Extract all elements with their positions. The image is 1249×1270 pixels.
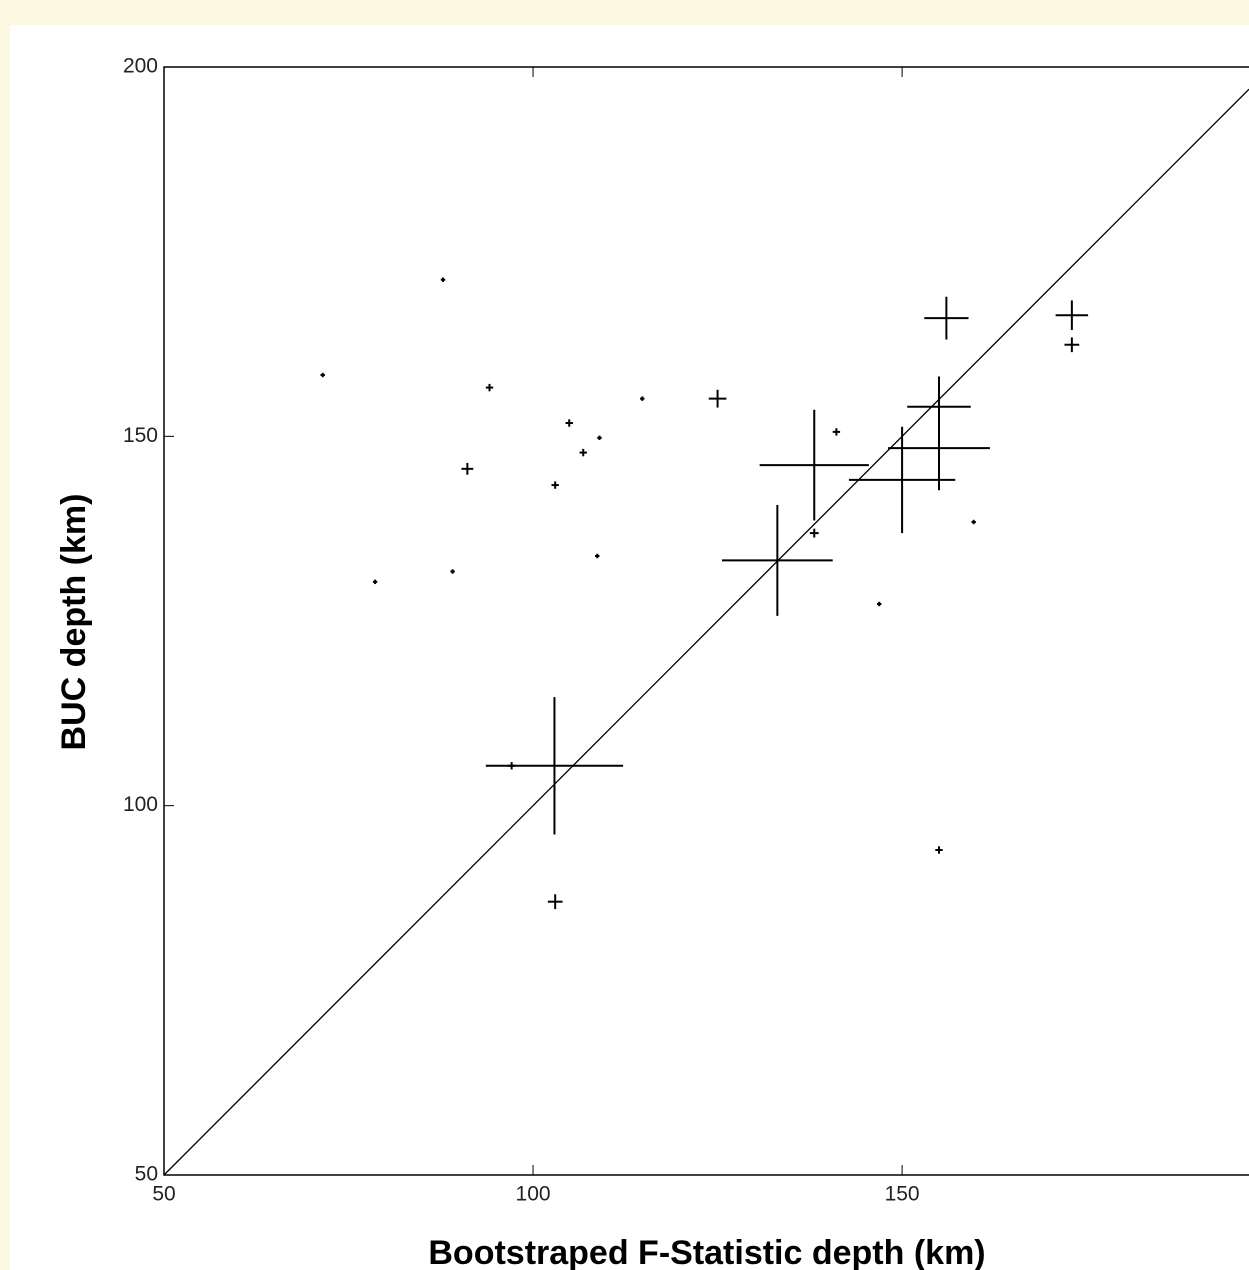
plot-frame <box>163 66 1249 1176</box>
y-tick-label: 100 <box>123 793 158 816</box>
figure-panel <box>10 25 1249 1270</box>
x-tick-label: 50 <box>152 1183 175 1206</box>
identity-line <box>163 88 1249 1176</box>
y-axis-label: BUC depth (km) <box>55 494 93 751</box>
y-tick-label: 50 <box>135 1163 158 1186</box>
x-tick-label: 100 <box>516 1183 551 1206</box>
x-axis-label: Bootstraped F-Statistic depth (km) <box>428 1234 985 1270</box>
y-tick-label: 200 <box>123 55 158 78</box>
y-tick-label: 150 <box>123 424 158 447</box>
x-tick-label: 150 <box>885 1183 920 1206</box>
